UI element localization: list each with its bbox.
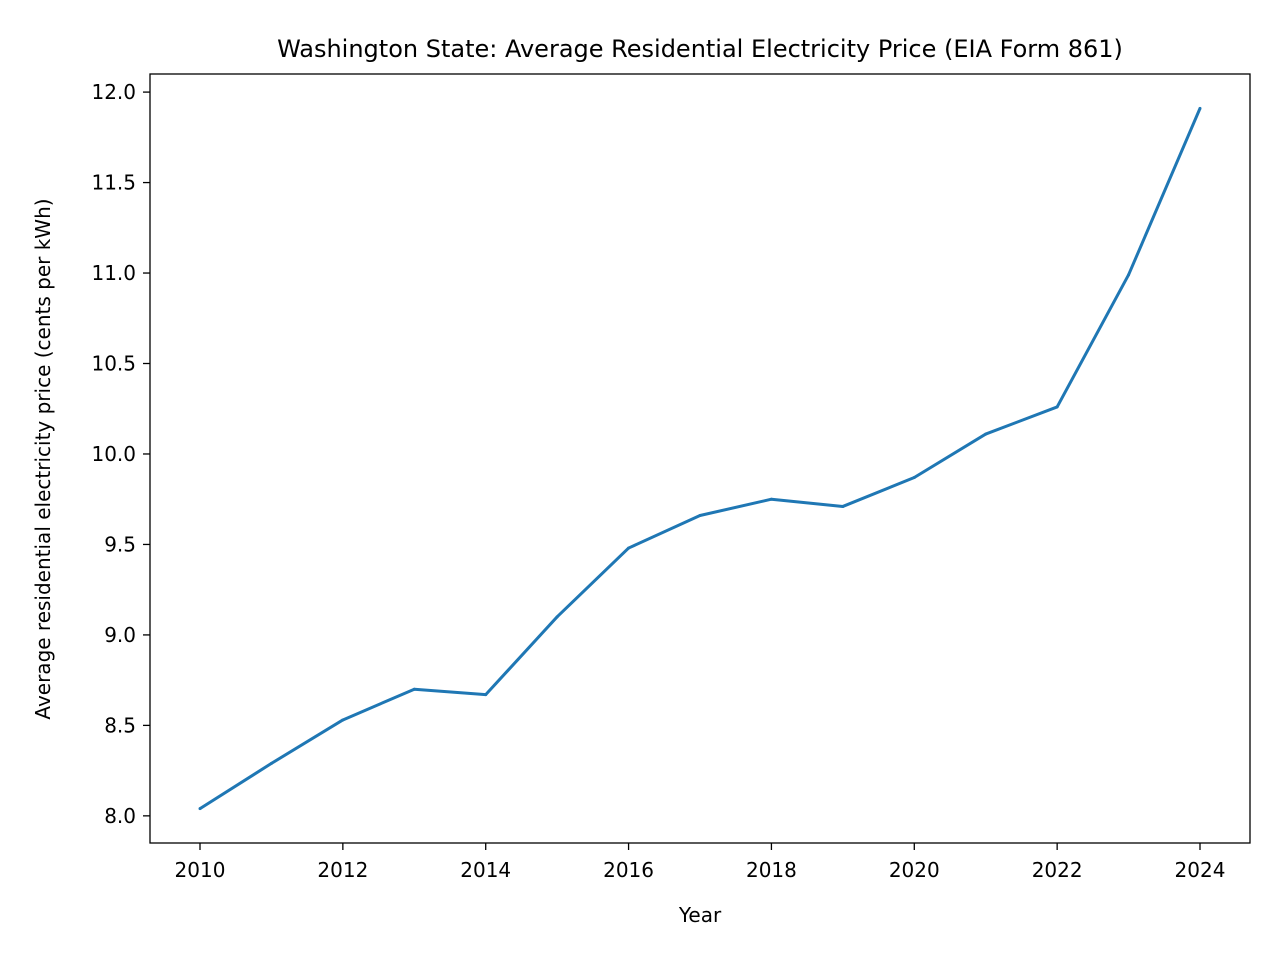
x-tick-label: 2012: [317, 858, 368, 882]
y-tick-label: 9.5: [104, 532, 136, 556]
y-tick-label: 10.5: [91, 352, 136, 376]
data-point-2018: [769, 497, 773, 501]
data-point-2016: [627, 546, 631, 550]
data-point-2011: [269, 761, 273, 765]
y-axis-label: Average residential electricity price (c…: [31, 198, 55, 719]
data-point-2010: [198, 807, 202, 811]
y-tick-label: 12.0: [91, 80, 136, 104]
data-point-2017: [698, 513, 702, 517]
x-tick-label: 2024: [1175, 858, 1226, 882]
data-point-2020: [912, 475, 916, 479]
y-tick-label: 11.0: [91, 261, 136, 285]
y-tick-label: 11.5: [91, 171, 136, 195]
plot-area: [149, 73, 1251, 844]
x-tick-label: 2010: [175, 858, 226, 882]
data-point-2023: [1127, 273, 1131, 277]
chart-title: Washington State: Average Residential El…: [277, 35, 1123, 63]
data-point-2024: [1198, 106, 1202, 110]
x-tick-label: 2016: [603, 858, 654, 882]
data-point-2013: [412, 687, 416, 691]
series-line: [199, 107, 1202, 810]
x-tick-label: 2018: [746, 858, 797, 882]
y-tick-label: 8.5: [104, 713, 136, 737]
data-point-2014: [484, 693, 488, 697]
data-point-2022: [1055, 405, 1059, 409]
x-axis-label: Year: [678, 903, 722, 927]
y-tick-label: 9.0: [104, 623, 136, 647]
data-point-2015: [555, 615, 559, 619]
x-tick-label: 2014: [460, 858, 511, 882]
data-point-2012: [341, 718, 345, 722]
data-point-2021: [984, 432, 988, 436]
y-tick-label: 8.0: [104, 804, 136, 828]
y-tick-label: 10.0: [91, 442, 136, 466]
x-tick-label: 2022: [1032, 858, 1083, 882]
x-tick-label: 2020: [889, 858, 940, 882]
data-point-2019: [841, 504, 845, 508]
